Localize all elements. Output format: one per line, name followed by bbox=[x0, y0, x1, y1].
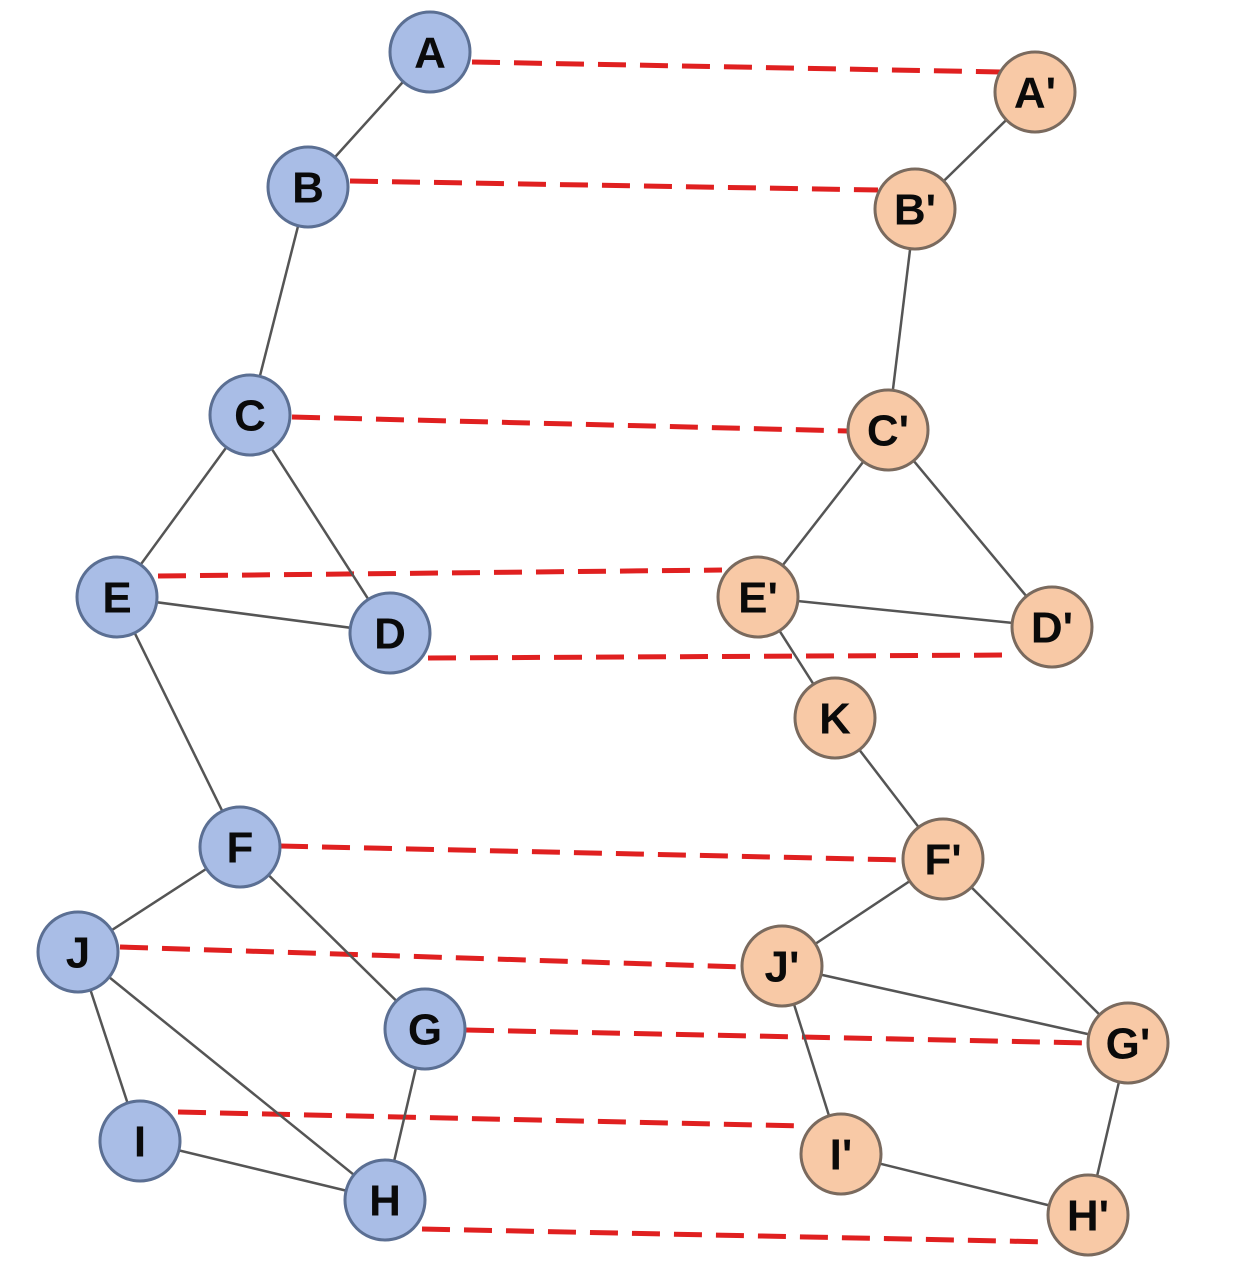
node-circle-i-prime bbox=[799, 1112, 883, 1196]
node-j-prime: J' bbox=[740, 924, 824, 1008]
edge-e-d bbox=[116, 595, 391, 635]
node-circle-g bbox=[383, 987, 467, 1071]
node-g: G bbox=[383, 987, 467, 1071]
node-b-prime: B' bbox=[873, 167, 957, 251]
node-label-c-prime: C' bbox=[867, 407, 909, 456]
node-circle-j bbox=[36, 910, 120, 994]
node-circle-c-prime bbox=[846, 388, 930, 472]
node-label-j: J bbox=[66, 929, 90, 978]
match-line-b-b-prime bbox=[349, 178, 879, 193]
node-label-i-prime: I' bbox=[830, 1131, 853, 1180]
match-line-f-f-prime bbox=[279, 843, 905, 863]
node-circle-f bbox=[198, 805, 282, 889]
node-c: C bbox=[208, 373, 292, 457]
match-line-g-g-prime bbox=[465, 1027, 1091, 1046]
edge-f-prime-g-prime bbox=[942, 858, 1129, 1044]
node-k: K bbox=[793, 676, 877, 760]
node-label-e-prime: E' bbox=[738, 574, 778, 623]
node-c-prime: C' bbox=[846, 388, 930, 472]
node-h-prime: H' bbox=[1046, 1173, 1130, 1257]
node-circle-k bbox=[793, 676, 877, 760]
node-label-j-prime: J' bbox=[765, 943, 800, 992]
node-circle-c bbox=[208, 373, 292, 457]
node-i-prime: I' bbox=[799, 1112, 883, 1196]
match-line-h-h-prime bbox=[421, 1226, 1051, 1245]
node-label-b: B bbox=[292, 164, 324, 213]
edge-i-h bbox=[139, 1139, 386, 1202]
edge-c-prime-d-prime bbox=[887, 429, 1053, 628]
node-d-prime: D' bbox=[1010, 585, 1094, 669]
match-line-c-c-prime bbox=[291, 414, 849, 434]
match-line-j-j-prime bbox=[119, 944, 745, 970]
node-circle-j-prime bbox=[740, 924, 824, 1008]
node-circle-h-prime bbox=[1046, 1173, 1130, 1257]
node-circle-a bbox=[388, 10, 472, 94]
node-circle-f-prime bbox=[901, 817, 985, 901]
node-label-g-prime: G' bbox=[1106, 1020, 1151, 1069]
node-label-f: F bbox=[227, 824, 254, 873]
node-label-b-prime: B' bbox=[894, 186, 936, 235]
edge-f-g bbox=[239, 846, 426, 1030]
node-a-prime: A' bbox=[993, 50, 1077, 134]
match-line-d-d-prime bbox=[427, 652, 1013, 661]
node-label-d: D bbox=[374, 610, 406, 659]
node-circle-e bbox=[75, 555, 159, 639]
node-j: J bbox=[36, 910, 120, 994]
node-label-a: A bbox=[414, 29, 446, 78]
node-b: B bbox=[266, 145, 350, 229]
node-a: A bbox=[388, 10, 472, 94]
node-circle-b-prime bbox=[873, 167, 957, 251]
node-circle-b bbox=[266, 145, 350, 229]
match-line-e-e-prime bbox=[157, 567, 723, 579]
node-label-i: I bbox=[134, 1118, 146, 1167]
edge-e-f bbox=[115, 596, 242, 848]
node-label-k: K bbox=[819, 695, 851, 744]
node-label-g: G bbox=[408, 1006, 442, 1055]
match-line-a-a-prime bbox=[471, 59, 1001, 75]
edge-c-d bbox=[248, 414, 392, 634]
node-f: F bbox=[198, 805, 282, 889]
node-circle-h bbox=[343, 1158, 427, 1242]
node-f-prime: F' bbox=[901, 817, 985, 901]
node-label-e: E bbox=[102, 574, 131, 623]
edge-e-prime-d-prime bbox=[757, 595, 1053, 629]
correspondence-lines bbox=[119, 59, 1091, 1245]
node-circle-i bbox=[98, 1099, 182, 1183]
edge-j-h bbox=[77, 951, 386, 1201]
node-label-f-prime: F' bbox=[924, 836, 961, 885]
node-e: E bbox=[75, 555, 159, 639]
node-e-prime: E' bbox=[716, 555, 800, 639]
node-d: D bbox=[348, 591, 432, 675]
node-circle-d-prime bbox=[1010, 585, 1094, 669]
node-circle-d bbox=[348, 591, 432, 675]
node-label-c: C bbox=[234, 392, 266, 441]
node-label-h-prime: H' bbox=[1067, 1192, 1109, 1241]
node-circle-a-prime bbox=[993, 50, 1077, 134]
node-circle-g-prime bbox=[1086, 1001, 1170, 1085]
node-h: H bbox=[343, 1158, 427, 1242]
edge-i-prime-h-prime bbox=[840, 1152, 1089, 1217]
node-label-a-prime: A' bbox=[1014, 69, 1056, 118]
node-label-d-prime: D' bbox=[1031, 604, 1073, 653]
node-circle-e-prime bbox=[716, 555, 800, 639]
node-label-h: H bbox=[369, 1177, 401, 1226]
graph-nodes: A B C D E F G H I J A' B' C' D' E' K F' G' H' I' J' bbox=[36, 10, 1170, 1257]
node-i: I bbox=[98, 1099, 182, 1183]
edge-j-prime-g-prime bbox=[781, 964, 1129, 1045]
node-g-prime: G' bbox=[1086, 1001, 1170, 1085]
match-line-i-i-prime bbox=[177, 1109, 805, 1129]
